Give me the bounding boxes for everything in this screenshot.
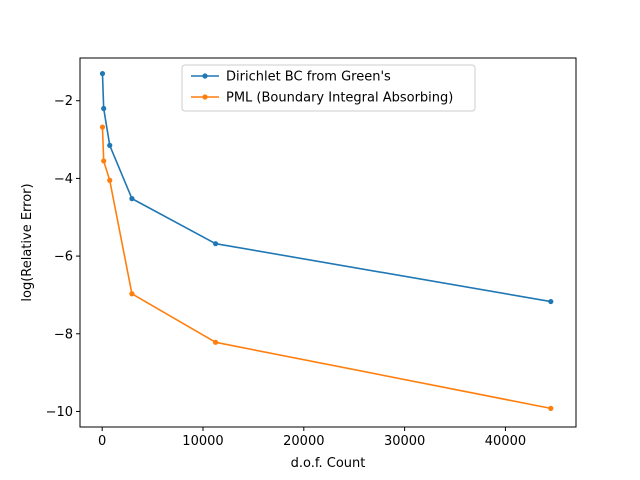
- series-0-point: [101, 105, 107, 112]
- series-0-point: [107, 142, 113, 148]
- series-0-point: [548, 298, 554, 305]
- legend: Dirichlet BC from Green's PML (Boundary I…: [181, 64, 476, 112]
- plot-frame: [79, 57, 577, 428]
- y-tick-label: −6: [54, 250, 73, 265]
- legend-entry-label: PML (Boundary Integral Absorbing): [226, 91, 453, 106]
- x-tick-label: 30000: [384, 434, 425, 449]
- y-axis-label: log(Relative Error): [20, 183, 35, 301]
- x-tick-label: 40000: [485, 434, 526, 449]
- x-tick-label: 0: [98, 434, 106, 449]
- y-tick-label: −8: [54, 327, 73, 342]
- x-tick-label: 10000: [182, 434, 223, 449]
- y-tick-label: −2: [54, 94, 73, 109]
- y-tick-label: −10: [46, 405, 73, 420]
- x-axis-label: d.o.f. Count: [291, 456, 366, 471]
- legend-swatch-marker: [202, 94, 208, 100]
- series-1-point: [129, 291, 135, 297]
- series-1-point: [548, 405, 554, 411]
- series-1-point: [107, 177, 113, 183]
- legend-swatch-marker: [202, 73, 208, 79]
- series-line-1: [101, 127, 551, 410]
- series-0-point: [212, 241, 219, 247]
- series-0-point: [99, 70, 106, 77]
- legend-entry-label: Dirichlet BC from Green's: [226, 70, 391, 85]
- y-tick-label: −4: [54, 172, 73, 187]
- series-1-point: [212, 339, 219, 345]
- x-tick-label: 20000: [283, 434, 324, 449]
- series-1-point: [99, 124, 106, 130]
- legend-box: [181, 64, 476, 112]
- ticks-layer: 0 10000 20000 30000 40000 −2 −4 −6 −8 −10: [46, 94, 527, 449]
- series-layer: [99, 70, 554, 411]
- series-0-point: [129, 196, 135, 202]
- series-line-0: [101, 73, 551, 303]
- series-1-point: [101, 158, 107, 164]
